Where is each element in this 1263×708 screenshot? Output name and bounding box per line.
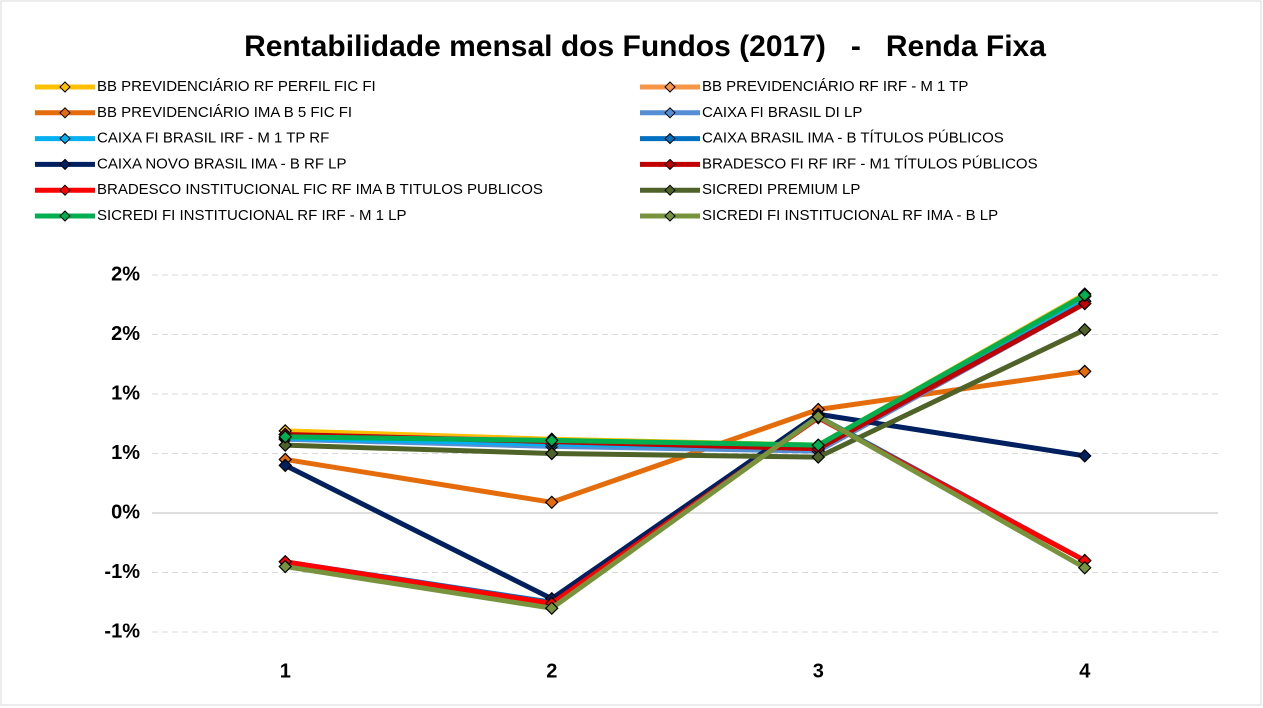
x-tick-label: 2 bbox=[546, 660, 557, 682]
legend-label: SICREDI FI INSTITUCIONAL RF IMA - B LP bbox=[702, 207, 998, 224]
legend-label: BRADESCO FI RF IRF - M1 TÍTULOS PÚBLICOS bbox=[702, 155, 1038, 172]
series-line bbox=[284, 411, 1086, 602]
legend-label: SICREDI PREMIUM LP bbox=[702, 181, 860, 198]
x-tick-label: 3 bbox=[813, 660, 824, 682]
legend-marker bbox=[59, 184, 71, 196]
data-point bbox=[1077, 449, 1092, 463]
legend-marker bbox=[59, 107, 71, 119]
data-point bbox=[544, 495, 559, 510]
y-tick-label: -1% bbox=[104, 620, 140, 642]
legend-marker bbox=[664, 158, 676, 171]
legend-label: CAIXA BRASIL IMA - B TÍTULOS PÚBLICOS bbox=[702, 130, 1004, 147]
y-tick-label: 0% bbox=[111, 501, 140, 523]
y-tick-label: 2% bbox=[111, 263, 140, 285]
legend-label: BRADESCO INSTITUCIONAL FIC RF IMA B TITU… bbox=[97, 181, 543, 198]
legend-label: BB PREVIDENCIÁRIO RF PERFIL FIC FI bbox=[97, 78, 376, 95]
legend-label: BB PREVIDENCIÁRIO RF IRF - M 1 TP bbox=[702, 78, 968, 95]
data-point bbox=[544, 433, 559, 448]
y-tick-label: 1% bbox=[111, 382, 140, 404]
data-point bbox=[1077, 322, 1092, 337]
legend-label: BB PREVIDENCIÁRIO IMA B 5 FIC FI bbox=[97, 104, 352, 121]
y-tick-label: 2% bbox=[111, 323, 140, 345]
legend-marker bbox=[664, 81, 676, 93]
legend-label: SICREDI FI INSTITUCIONAL RF IRF - M 1 LP bbox=[97, 207, 406, 224]
data-point bbox=[278, 438, 293, 453]
x-tick-label: 4 bbox=[1079, 660, 1091, 682]
data-point bbox=[544, 446, 559, 461]
data-point bbox=[1077, 288, 1092, 303]
data-point bbox=[278, 458, 293, 473]
legend-label: CAIXA NOVO BRASIL IMA - B RF LP bbox=[97, 155, 347, 172]
series-line bbox=[285, 327, 1086, 460]
legend-marker bbox=[664, 184, 676, 196]
x-tick-label: 1 bbox=[280, 660, 291, 682]
y-tick-label: -1% bbox=[104, 561, 140, 583]
data-point bbox=[811, 450, 826, 464]
legend-marker bbox=[59, 210, 71, 222]
data-point bbox=[1077, 296, 1092, 311]
legend-marker bbox=[664, 107, 676, 119]
legend-marker bbox=[59, 132, 71, 145]
data-point bbox=[811, 438, 826, 453]
legend-marker bbox=[664, 210, 676, 222]
legend-marker bbox=[59, 81, 71, 93]
legend-marker bbox=[59, 158, 71, 171]
data-point bbox=[278, 559, 293, 574]
y-tick-label: 1% bbox=[111, 442, 140, 464]
data-point bbox=[544, 601, 559, 616]
series-line bbox=[284, 414, 1086, 611]
data-point bbox=[278, 429, 293, 444]
chart-title: Rentabilidade mensal dos Fundos (2017) -… bbox=[244, 30, 1046, 63]
series-line bbox=[285, 293, 1086, 448]
legend-label: CAIXA FI BRASIL IRF - M 1 TP RF bbox=[97, 130, 329, 147]
data-point bbox=[1077, 560, 1092, 575]
legend-marker bbox=[664, 132, 676, 145]
data-point bbox=[1077, 364, 1092, 379]
legend-label: CAIXA FI BRASIL DI LP bbox=[702, 104, 862, 121]
data-point bbox=[811, 409, 826, 424]
